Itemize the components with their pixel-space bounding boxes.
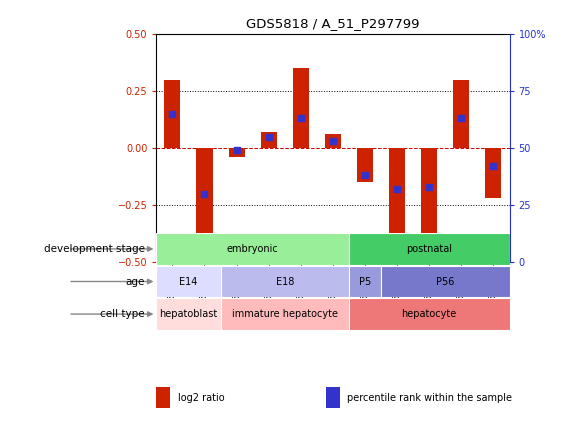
Bar bbox=[164, 80, 181, 148]
Bar bbox=[156, 233, 349, 265]
Text: hepatocyte: hepatocyte bbox=[402, 309, 457, 319]
Bar bbox=[349, 233, 510, 265]
Title: GDS5818 / A_51_P297799: GDS5818 / A_51_P297799 bbox=[246, 17, 420, 30]
Bar bbox=[229, 148, 245, 157]
Point bbox=[232, 147, 241, 154]
Text: development stage: development stage bbox=[44, 244, 145, 254]
Bar bbox=[221, 298, 349, 330]
Text: log2 ratio: log2 ratio bbox=[178, 393, 224, 403]
Bar bbox=[421, 148, 437, 233]
Text: percentile rank within the sample: percentile rank within the sample bbox=[347, 393, 512, 403]
Bar bbox=[349, 266, 381, 297]
Point bbox=[200, 190, 209, 197]
Bar bbox=[349, 298, 510, 330]
Point bbox=[360, 172, 369, 179]
Text: P56: P56 bbox=[436, 277, 455, 286]
Text: age: age bbox=[126, 277, 145, 286]
Point bbox=[424, 184, 434, 190]
Bar bbox=[389, 148, 405, 235]
Bar bbox=[325, 135, 341, 148]
Text: embryonic: embryonic bbox=[227, 244, 278, 254]
Point bbox=[264, 133, 273, 140]
Bar bbox=[196, 148, 212, 262]
Text: postnatal: postnatal bbox=[406, 244, 452, 254]
Bar bbox=[381, 266, 510, 297]
Bar bbox=[453, 80, 470, 148]
Text: P5: P5 bbox=[359, 277, 371, 286]
Point bbox=[489, 163, 498, 170]
Bar bbox=[261, 132, 277, 148]
Text: E14: E14 bbox=[179, 277, 197, 286]
Text: cell type: cell type bbox=[100, 309, 145, 319]
Text: hepatoblast: hepatoblast bbox=[159, 309, 218, 319]
Point bbox=[393, 186, 402, 192]
Point bbox=[328, 138, 338, 145]
Point bbox=[457, 115, 466, 122]
Bar bbox=[156, 298, 221, 330]
Text: E18: E18 bbox=[276, 277, 294, 286]
Bar bbox=[485, 148, 501, 198]
Bar bbox=[293, 68, 309, 148]
Bar bbox=[357, 148, 373, 182]
Bar bbox=[156, 387, 170, 408]
Bar bbox=[156, 266, 221, 297]
Bar bbox=[326, 387, 340, 408]
Bar bbox=[221, 266, 349, 297]
Point bbox=[296, 115, 306, 122]
Point bbox=[168, 110, 177, 117]
Text: immature hepatocyte: immature hepatocyte bbox=[232, 309, 338, 319]
